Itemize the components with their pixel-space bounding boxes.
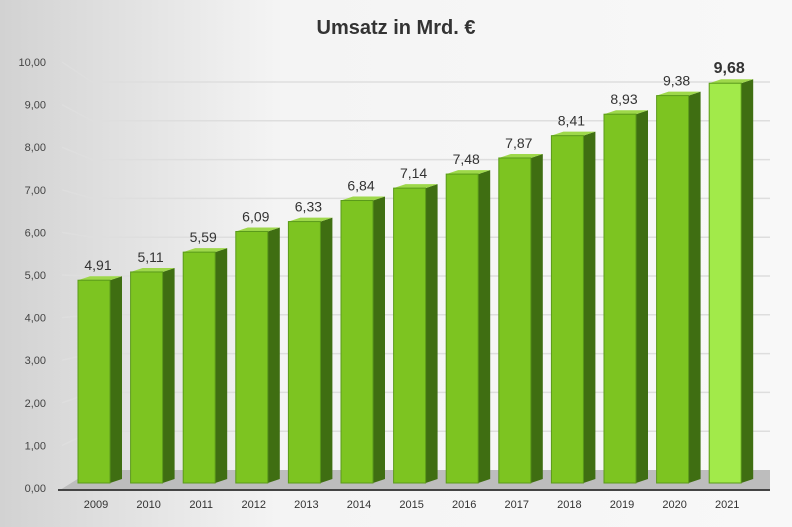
bar-top bbox=[709, 79, 754, 84]
x-tick-label: 2019 bbox=[610, 499, 634, 511]
bar bbox=[708, 82, 742, 484]
x-tick-label: 2010 bbox=[136, 499, 160, 511]
bar-top bbox=[498, 153, 543, 158]
y-tick-label: 1,00 bbox=[25, 440, 46, 452]
x-tick-label: 2014 bbox=[347, 499, 371, 511]
x-tick-label: 2016 bbox=[452, 499, 476, 511]
bar-side bbox=[373, 196, 385, 483]
bar-side bbox=[530, 153, 543, 483]
bar-top bbox=[130, 267, 175, 272]
bar bbox=[340, 200, 374, 484]
data-label: 6,84 bbox=[347, 178, 374, 194]
bar-side bbox=[636, 110, 648, 483]
bar-side bbox=[320, 217, 333, 484]
bar-top bbox=[288, 217, 333, 222]
bar bbox=[603, 113, 637, 484]
x-tick-label: 2009 bbox=[84, 499, 108, 511]
bar bbox=[445, 173, 479, 484]
x-tick-label: 2015 bbox=[399, 499, 423, 511]
bar-side bbox=[110, 276, 122, 483]
bar bbox=[235, 230, 269, 484]
x-tick-label: 2021 bbox=[715, 499, 739, 511]
bar bbox=[130, 271, 164, 484]
gridline bbox=[61, 61, 770, 83]
x-tick-label: 2018 bbox=[557, 499, 581, 511]
bar-side bbox=[267, 227, 280, 483]
x-tick-label: 2020 bbox=[662, 499, 686, 511]
bar-side bbox=[741, 79, 754, 483]
x-tick-label: 2012 bbox=[242, 499, 266, 511]
data-label: 7,48 bbox=[453, 151, 480, 167]
data-label: 9,68 bbox=[714, 60, 745, 77]
y-tick-label: 0,00 bbox=[25, 483, 46, 495]
data-label: 8,41 bbox=[558, 113, 585, 129]
y-tick-label: 7,00 bbox=[25, 185, 46, 197]
data-label: 5,11 bbox=[137, 249, 163, 265]
bar-side bbox=[478, 170, 491, 484]
gridline bbox=[61, 231, 770, 238]
y-tick-label: 4,00 bbox=[25, 313, 46, 325]
data-label: 7,87 bbox=[505, 135, 532, 151]
bar bbox=[77, 279, 111, 484]
bar bbox=[498, 157, 532, 484]
y-tick-label: 8,00 bbox=[25, 142, 46, 154]
y-tick-label: 2,00 bbox=[25, 398, 46, 410]
y-tick-label: 9,00 bbox=[25, 100, 46, 112]
bar bbox=[656, 95, 690, 484]
bar-top bbox=[604, 110, 648, 115]
y-tick-label: 3,00 bbox=[25, 355, 46, 367]
y-tick-label: 10,00 bbox=[18, 57, 46, 69]
bar-side bbox=[583, 131, 596, 484]
x-tick-label: 2017 bbox=[505, 499, 529, 511]
bar-top bbox=[235, 227, 280, 232]
bar-top bbox=[656, 91, 701, 96]
bar-top bbox=[183, 248, 228, 253]
x-tick-label: 2013 bbox=[294, 499, 318, 511]
bar-top bbox=[393, 184, 438, 189]
bar bbox=[287, 221, 321, 484]
data-label: 7,14 bbox=[400, 165, 427, 181]
y-tick-label: 5,00 bbox=[25, 270, 46, 282]
data-label: 9,38 bbox=[663, 73, 690, 89]
data-label: 6,33 bbox=[295, 199, 322, 215]
bar-side bbox=[215, 248, 228, 483]
bar-side bbox=[688, 91, 701, 483]
bar bbox=[550, 135, 584, 484]
x-tick-label: 2011 bbox=[189, 499, 213, 511]
data-label: 6,09 bbox=[242, 208, 269, 224]
gridline bbox=[61, 146, 770, 161]
bar-top bbox=[78, 276, 122, 281]
bar-top bbox=[341, 196, 385, 201]
gridline bbox=[61, 274, 770, 277]
data-label: 8,93 bbox=[610, 91, 637, 107]
bar-top bbox=[551, 131, 596, 136]
bar-side bbox=[425, 184, 438, 484]
gridline bbox=[61, 189, 770, 200]
data-label: 5,59 bbox=[190, 229, 217, 245]
bar bbox=[393, 187, 427, 484]
bar bbox=[182, 251, 216, 484]
gridline bbox=[61, 103, 770, 122]
chart-title: Umsatz in Mrd. € bbox=[317, 17, 476, 39]
bar-side bbox=[162, 267, 175, 483]
bar-top bbox=[446, 170, 491, 175]
y-tick-label: 6,00 bbox=[25, 227, 46, 239]
data-label: 4,91 bbox=[84, 257, 111, 273]
